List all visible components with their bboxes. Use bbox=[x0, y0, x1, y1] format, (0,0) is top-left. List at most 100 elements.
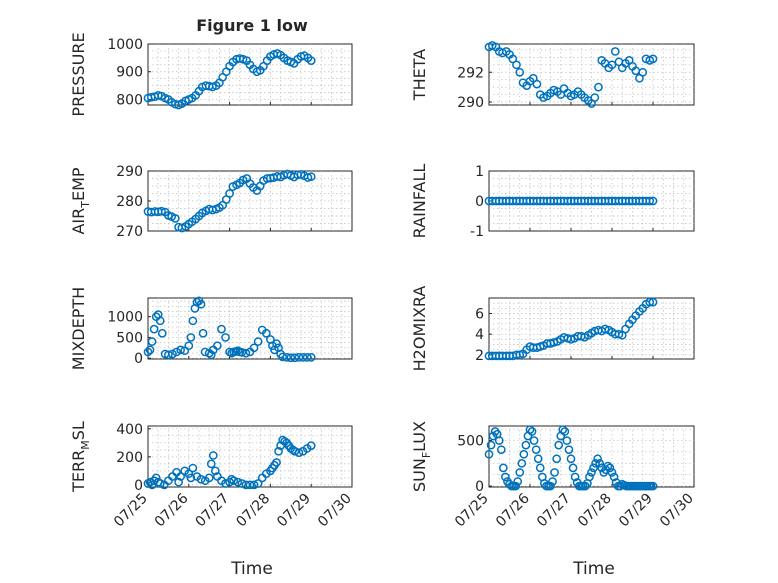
data-point bbox=[206, 459, 216, 469]
data-point bbox=[525, 425, 535, 434]
data-point bbox=[589, 463, 598, 473]
data-point bbox=[245, 480, 255, 490]
y-tick-label: 0 bbox=[475, 194, 484, 210]
data-point bbox=[217, 324, 226, 334]
data-point bbox=[486, 440, 496, 450]
y-axis-label-text: AIR bbox=[69, 208, 88, 235]
data-point bbox=[221, 333, 230, 342]
data-point bbox=[272, 339, 281, 348]
data-point bbox=[600, 324, 610, 334]
data-point bbox=[527, 427, 537, 436]
data-point bbox=[484, 449, 494, 459]
data-point bbox=[517, 458, 527, 468]
y-axis-label: RAINFALL bbox=[410, 164, 429, 239]
data-point bbox=[488, 431, 498, 441]
data-point bbox=[548, 477, 557, 486]
data-point bbox=[184, 341, 194, 351]
data-point bbox=[511, 481, 521, 491]
data-point bbox=[155, 316, 165, 326]
data-point bbox=[605, 463, 615, 473]
data-point bbox=[306, 441, 316, 450]
y-tick-label: 0 bbox=[134, 351, 143, 367]
data-point bbox=[535, 463, 545, 473]
x-axis-label-right: Time bbox=[572, 559, 615, 579]
data-point bbox=[168, 349, 177, 359]
data-point bbox=[609, 472, 619, 482]
data-point bbox=[237, 479, 247, 488]
x-axis-label-left: Time bbox=[230, 559, 273, 579]
data-point bbox=[550, 468, 559, 477]
data-point bbox=[560, 427, 570, 436]
data-point bbox=[587, 468, 596, 477]
data-point bbox=[590, 93, 600, 102]
y-tick-label: 200 bbox=[116, 450, 143, 466]
y-tick-label: 900 bbox=[116, 65, 143, 81]
data-point bbox=[552, 454, 562, 464]
y-axis-label-subscript: M bbox=[79, 440, 92, 450]
data-point bbox=[253, 479, 263, 488]
data-point bbox=[186, 333, 196, 342]
y-axis-label-subscript: T bbox=[79, 201, 92, 209]
data-point bbox=[648, 54, 658, 64]
data-point bbox=[562, 436, 572, 445]
data-point bbox=[568, 463, 578, 473]
y-tick-label: 2 bbox=[475, 348, 484, 364]
data-point bbox=[186, 473, 196, 483]
y-tick-label: 400 bbox=[116, 422, 143, 438]
y-axis-label-subscript: F bbox=[420, 452, 433, 458]
data-point bbox=[306, 172, 316, 182]
data-point bbox=[648, 297, 658, 307]
data-point bbox=[170, 214, 180, 223]
data-point bbox=[249, 343, 259, 353]
y-axis-label-tail: LUX bbox=[410, 421, 429, 452]
data-point bbox=[298, 352, 308, 362]
data-point bbox=[533, 454, 543, 464]
data-point bbox=[512, 60, 521, 70]
data-point bbox=[143, 347, 153, 357]
data-point bbox=[519, 449, 529, 459]
data-point bbox=[204, 473, 214, 483]
data-point bbox=[188, 316, 198, 326]
data-point bbox=[528, 73, 538, 83]
data-point bbox=[294, 448, 304, 457]
data-point bbox=[229, 476, 239, 486]
data-point bbox=[585, 472, 594, 482]
data-point bbox=[558, 425, 568, 434]
y-axis-label: AIRTEMP bbox=[69, 167, 92, 234]
data-point bbox=[648, 481, 658, 491]
axes-frame bbox=[147, 425, 353, 488]
data-point bbox=[515, 468, 525, 477]
y-tick-label: 500 bbox=[116, 330, 143, 346]
data-point bbox=[595, 458, 605, 468]
data-point bbox=[157, 328, 167, 338]
y-axis-label-text: PRESSURE bbox=[69, 32, 88, 116]
data-point bbox=[149, 324, 159, 334]
data-point bbox=[645, 196, 655, 206]
data-point bbox=[213, 341, 222, 351]
data-point bbox=[157, 206, 166, 216]
data-point bbox=[176, 345, 185, 355]
y-axis-label: MIXDEPTH bbox=[69, 287, 88, 370]
data-point bbox=[610, 47, 620, 56]
y-tick-label: 4 bbox=[475, 327, 484, 343]
y-axis-label-tail: SL bbox=[69, 421, 88, 440]
data-point bbox=[607, 468, 617, 477]
data-point bbox=[294, 352, 304, 362]
data-point bbox=[241, 480, 251, 490]
data-point bbox=[261, 328, 271, 338]
data-point bbox=[603, 461, 613, 471]
y-tick-label: 290 bbox=[116, 164, 143, 180]
y-tick-label: 1 bbox=[475, 164, 484, 180]
y-tick-label: 1000 bbox=[107, 37, 143, 53]
data-point bbox=[591, 458, 600, 468]
y-axis-label: TERRMSL bbox=[69, 421, 92, 493]
data-point bbox=[290, 353, 300, 363]
y-tick-label: 270 bbox=[116, 224, 143, 240]
data-point bbox=[306, 352, 316, 362]
y-axis-label-text: THETA bbox=[410, 49, 429, 101]
data-point bbox=[607, 60, 617, 70]
data-point bbox=[499, 463, 508, 473]
y-tick-label: 1000 bbox=[107, 310, 143, 326]
